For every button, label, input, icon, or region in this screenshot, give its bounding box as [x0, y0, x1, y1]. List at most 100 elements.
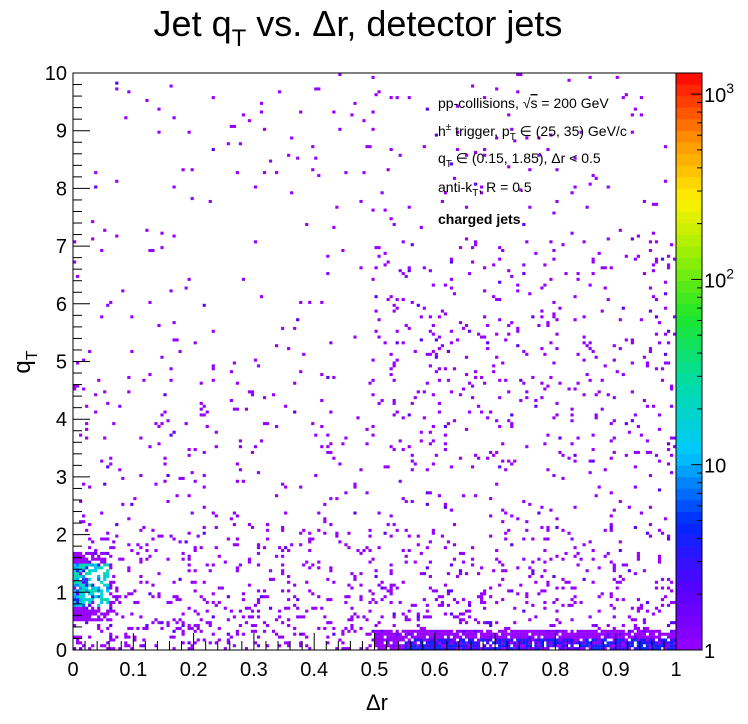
heatmap-cell	[654, 257, 659, 261]
heatmap-cell	[633, 413, 637, 417]
heatmap-cell	[657, 427, 662, 431]
heatmap-cell	[109, 638, 113, 642]
heatmap-cell	[588, 347, 592, 351]
heatmap-cell	[455, 615, 460, 619]
heatmap-cell	[73, 603, 77, 607]
heatmap-cell	[666, 329, 671, 333]
heatmap-cell	[648, 505, 653, 509]
heatmap-cell	[413, 603, 417, 607]
heatmap-cell	[154, 618, 158, 622]
heatmap-cell	[498, 629, 502, 633]
heatmap-cell	[223, 647, 227, 651]
heatmap-cell	[404, 274, 408, 278]
x-tick-label: 0.5	[361, 659, 389, 681]
heatmap-cell	[106, 563, 110, 567]
heatmap-cell	[359, 583, 363, 587]
heatmap-cell	[151, 537, 155, 541]
heatmap-cell	[501, 563, 505, 567]
heatmap-cell	[371, 127, 375, 131]
heatmap-cell	[401, 416, 405, 420]
heatmap-cell	[558, 436, 562, 440]
heatmap-cell	[79, 586, 83, 590]
heatmap-cell	[621, 629, 625, 633]
heatmap-cell	[510, 632, 514, 636]
heatmap-cell	[314, 156, 318, 160]
heatmap-cell	[419, 439, 423, 443]
heatmap-cell	[597, 609, 601, 613]
heatmap-cell	[347, 618, 351, 622]
heatmap-cell	[528, 574, 532, 579]
heatmap-cell	[91, 600, 95, 604]
heatmap-cell	[428, 632, 432, 636]
heatmap-cell	[477, 404, 481, 408]
heatmap-cell	[76, 615, 80, 619]
heatmap-cell	[446, 572, 451, 576]
heatmap-cell	[97, 589, 101, 593]
heatmap-cell	[470, 641, 475, 645]
heatmap-cell	[389, 295, 393, 299]
heatmap-cell	[483, 148, 487, 152]
heatmap-cell	[570, 191, 574, 195]
heatmap-cell	[94, 171, 98, 175]
heatmap-cell	[389, 569, 393, 573]
heatmap-cell	[546, 384, 550, 388]
heatmap-cell	[395, 644, 399, 648]
heatmap-cell	[648, 641, 653, 645]
heatmap-cell	[543, 569, 547, 573]
heatmap-cell	[115, 589, 119, 593]
heatmap-cell	[525, 647, 529, 651]
heatmap-cell	[127, 375, 131, 379]
heatmap-cell	[211, 563, 215, 567]
heatmap-cell	[660, 367, 665, 371]
heatmap-cell	[404, 647, 408, 651]
heatmap-cell	[229, 399, 233, 403]
heatmap-cell	[395, 635, 399, 639]
heatmap-cell	[558, 635, 562, 639]
heatmap-cell	[395, 638, 399, 642]
heatmap-cell	[341, 647, 345, 651]
heatmap-cell	[449, 286, 454, 290]
heatmap-cell	[371, 75, 375, 79]
heatmap-cell	[612, 577, 616, 581]
heatmap-cell	[91, 554, 95, 558]
heatmap-cell	[193, 479, 197, 483]
heatmap-cell	[88, 615, 92, 619]
heatmap-cell	[522, 638, 526, 642]
heatmap-cell	[392, 303, 396, 307]
heatmap-cell	[79, 592, 83, 596]
heatmap-cell	[407, 549, 411, 553]
heatmap-cell	[359, 266, 363, 270]
heatmap-cell	[666, 624, 671, 628]
heatmap-cell	[73, 387, 77, 391]
heatmap-cell	[100, 600, 104, 604]
heatmap-cell	[332, 375, 336, 379]
heatmap-cell	[594, 416, 598, 420]
heatmap-cell	[588, 471, 592, 475]
heatmap-cell	[672, 600, 677, 604]
y-tick-label: 0	[56, 640, 67, 662]
heatmap-cell	[374, 574, 378, 579]
heatmap-cell	[416, 303, 420, 307]
heatmap-cell	[636, 551, 640, 555]
heatmap-cell	[223, 606, 227, 610]
heatmap-cell	[474, 632, 478, 636]
heatmap-cell	[422, 615, 426, 619]
heatmap-cell	[389, 644, 393, 648]
heatmap-cell	[253, 358, 258, 362]
heatmap-cell	[323, 517, 327, 521]
heatmap-cell	[543, 635, 547, 639]
heatmap-cell	[157, 323, 161, 328]
heatmap-cell	[265, 595, 270, 599]
heatmap-cell	[615, 641, 619, 645]
heatmap-cell	[446, 378, 451, 382]
heatmap-cell	[455, 635, 460, 639]
heatmap-cell	[618, 641, 622, 645]
heatmap-cell	[308, 549, 312, 553]
heatmap-cell	[654, 580, 659, 584]
heatmap-cell	[555, 618, 559, 622]
heatmap-cell	[232, 407, 236, 411]
heatmap-cell	[374, 569, 378, 573]
heatmap-cell	[338, 638, 342, 642]
heatmap-cell	[636, 554, 640, 558]
heatmap-cell	[669, 580, 674, 584]
